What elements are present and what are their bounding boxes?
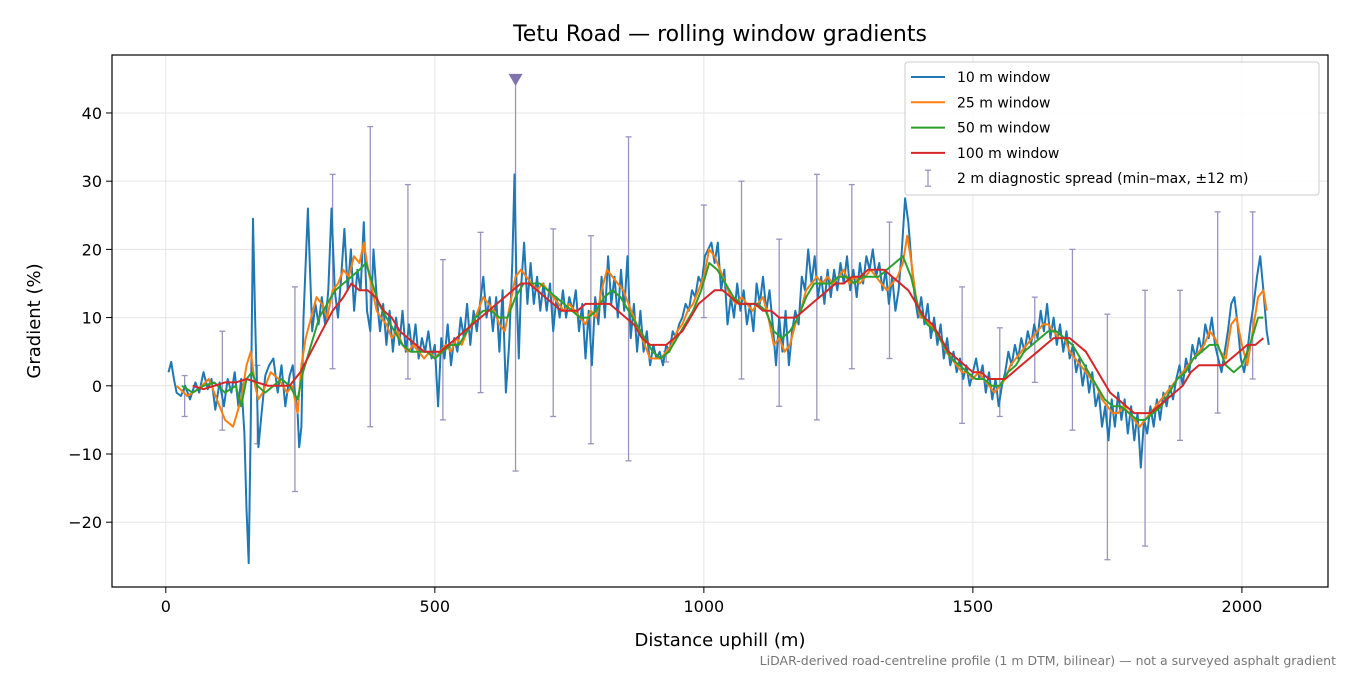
error-bar <box>1031 296 1038 384</box>
down-triangle-marker <box>508 73 523 86</box>
series-line <box>175 234 1268 428</box>
x-tick-label: 500 <box>420 597 451 616</box>
y-tick-label: −20 <box>68 513 102 532</box>
legend: 10 m window 25 m window 50 m window 100 m w… <box>904 61 1320 196</box>
error-bar <box>404 183 411 380</box>
x-tick-label: 1500 <box>953 597 994 616</box>
x-axis-label: Distance uphill (m) <box>635 630 806 651</box>
error-bar <box>813 173 820 421</box>
series-lines <box>167 173 1270 565</box>
legend-box <box>904 61 1320 196</box>
y-tick-label: 10 <box>82 309 102 328</box>
flag-marker <box>508 73 523 86</box>
y-tick-label: 20 <box>82 240 102 259</box>
y-tick-label: 40 <box>82 104 102 123</box>
footnote: LiDAR-derived road-centreline profile (1… <box>760 653 1336 668</box>
y-tick-label: 30 <box>82 172 102 191</box>
y-tick-label: 0 <box>92 377 102 396</box>
error-bars <box>181 78 1256 561</box>
chart-title: Tetu Road — rolling window gradients <box>512 22 927 47</box>
legend-label: 50 m window <box>957 121 1050 137</box>
x-tick-label: 0 <box>161 597 171 616</box>
y-tick-label: −10 <box>68 445 102 464</box>
error-bar <box>439 258 446 421</box>
legend-label: 2 m diagnostic spread (min–max, ±12 m) <box>957 171 1248 187</box>
legend-label: 25 m window <box>957 95 1050 111</box>
legend-entry: 2 m diagnostic spread (min–max, ±12 m) <box>925 169 1248 187</box>
grid <box>112 55 1328 587</box>
error-bar <box>1214 211 1221 414</box>
series-line <box>192 268 1265 415</box>
error-bar <box>886 221 893 360</box>
error-bar <box>738 180 745 380</box>
legend-entry: 25 m window <box>911 95 1050 111</box>
legend-label: 10 m window <box>957 70 1050 86</box>
y-axis-label: Gradient (%) <box>24 263 45 378</box>
error-bar <box>1142 289 1149 547</box>
error-bar <box>181 374 188 418</box>
legend-entry: 100 m window <box>911 146 1059 162</box>
legend-entry: 10 m window <box>911 70 1050 86</box>
series-line <box>181 255 1264 421</box>
error-bar <box>959 286 966 424</box>
x-tick-label: 1000 <box>683 597 724 616</box>
axis-ticks: 0 500 1000 1500 2000 −20 −10 0 10 20 30 40 <box>68 104 1262 616</box>
plot-frame <box>111 54 1329 588</box>
x-tick-label: 2000 <box>1222 597 1263 616</box>
legend-entry: 50 m window <box>911 121 1050 137</box>
error-bar <box>1249 211 1256 380</box>
legend-label: 100 m window <box>957 146 1059 162</box>
series-line <box>167 173 1270 565</box>
error-bar <box>329 173 336 370</box>
